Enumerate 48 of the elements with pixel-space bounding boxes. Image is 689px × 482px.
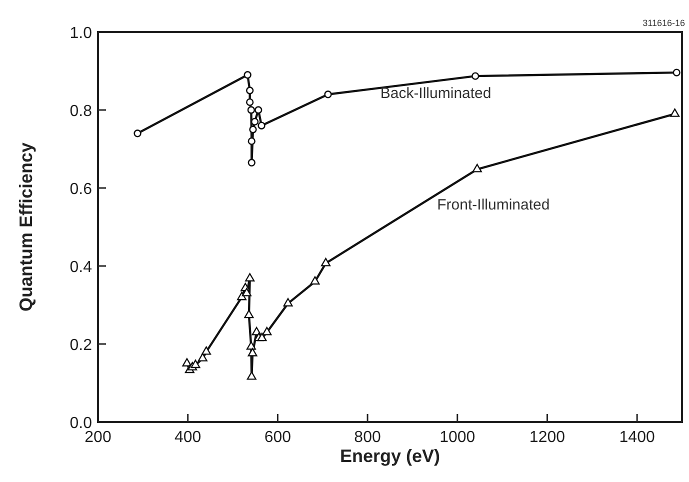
point [202,346,212,355]
point [472,164,482,172]
point [244,310,254,318]
point [246,86,254,94]
point [258,122,266,130]
x-tick-label: 1400 [619,429,655,446]
point [472,72,480,80]
point [134,130,142,138]
point [262,326,272,336]
point [248,158,256,166]
point [249,126,257,134]
x-tick-label: 400 [174,429,202,446]
point [246,98,254,106]
point [246,371,256,380]
point [670,108,680,117]
point [190,360,200,368]
x-tick-label: 1000 [440,429,476,446]
point [321,258,331,266]
y-tick-label: 0.8 [70,103,92,120]
series-label: Front-Illuminated [437,196,550,214]
y-tick-label: 1.0 [70,25,92,42]
point [182,358,192,367]
point [324,90,332,98]
series-label: Back-Illuminated [380,85,492,102]
y-tick-label: 0.6 [70,181,92,198]
point [247,106,256,114]
point [242,288,252,296]
point [310,276,320,285]
y-tick-label: 0.0 [70,415,92,432]
point [672,68,680,76]
x-axis-title: Energy (eV) [340,446,440,466]
point [283,298,293,306]
point [244,71,252,79]
point [248,137,256,146]
y-axis-title: Quantum Efficiency [16,142,36,312]
x-tick-label: 1200 [529,429,566,446]
point [198,353,208,362]
point [257,332,267,342]
point [254,106,262,114]
x-tick-label: 800 [354,429,381,446]
point [246,341,256,350]
y-tick-label: 0.2 [70,337,92,354]
point [248,348,258,356]
text: 311616-16 [642,18,685,28]
x-tick-label: 600 [264,429,292,446]
x-tick-label: 200 [84,429,112,446]
y-tick-label: 0.4 [70,259,92,276]
point [245,273,255,282]
